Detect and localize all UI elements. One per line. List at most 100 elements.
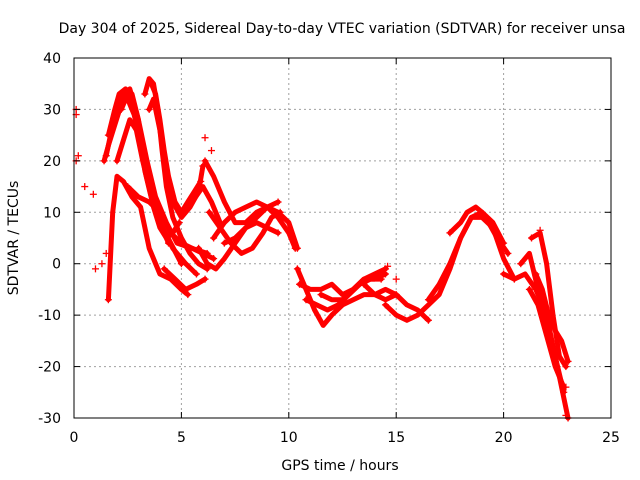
series-start-point	[446, 229, 454, 237]
data-series-trace-8	[148, 81, 204, 215]
series-end-point	[192, 270, 200, 278]
y-tick-label: -30	[38, 411, 61, 427]
series-end-point	[424, 316, 432, 324]
series-end-point	[510, 275, 518, 283]
series-start-point	[424, 296, 432, 304]
series-end-point	[500, 239, 508, 247]
series-start-point	[113, 157, 121, 165]
scatter-point	[201, 134, 209, 142]
chart-title: Day 304 of 2025, Sidereal Day-to-day VTE…	[59, 21, 626, 37]
series-end-point	[392, 291, 400, 299]
series-start-point	[293, 265, 301, 273]
scatter-point	[207, 147, 215, 155]
y-tick-label: 20	[43, 154, 61, 170]
series-end-point	[175, 219, 183, 227]
data-series-trace-24	[425, 209, 507, 303]
series-end-point	[210, 255, 218, 263]
data-series-trace-27	[518, 250, 567, 395]
x-tick-label: 20	[495, 430, 513, 446]
series-end-point	[216, 219, 224, 227]
x-tick-label: 5	[177, 430, 186, 446]
scatter-point	[74, 152, 82, 160]
series-start-point	[177, 208, 185, 216]
series-start-point	[124, 183, 132, 191]
scatter-point	[536, 226, 544, 234]
data-series-trace-12	[178, 184, 223, 226]
series-start-point	[147, 80, 155, 88]
data-series-trace-17	[221, 220, 281, 246]
data-series-trace-29	[533, 271, 571, 364]
series-end-point	[177, 260, 185, 268]
series-end-point	[274, 229, 282, 237]
series-start-point	[317, 291, 325, 299]
series-start-point	[141, 90, 149, 98]
series-end-point	[165, 239, 173, 247]
tick-marks	[73, 57, 612, 419]
y-tick-label: -10	[38, 308, 61, 324]
scatter-point	[81, 183, 89, 191]
data-series-trace-1	[105, 173, 191, 303]
y-tick-label: 40	[43, 51, 61, 67]
series-end-point	[377, 275, 385, 283]
series-start-point	[500, 270, 508, 278]
series-end-point	[276, 208, 284, 216]
x-tick-label: 25	[602, 430, 620, 446]
series-end-point	[291, 244, 299, 252]
series-end-point	[504, 249, 512, 257]
series-start-point	[102, 152, 110, 160]
x-tick-label: 15	[387, 430, 405, 446]
series-end-point	[274, 198, 282, 206]
series-start-point	[117, 105, 125, 113]
data-series-trace-6	[118, 91, 199, 277]
scatter-point	[89, 190, 97, 198]
series-start-point	[381, 301, 389, 309]
x-axis-label: GPS time / hours	[281, 458, 398, 474]
scatter-point	[392, 275, 400, 283]
series-start-point	[525, 285, 533, 293]
series-start-point	[296, 280, 304, 288]
data-layer	[72, 76, 572, 422]
data-series-trace-21	[318, 271, 388, 303]
series-start-point	[210, 234, 218, 242]
x-tick-label: 10	[280, 430, 298, 446]
series-start-point	[532, 270, 540, 278]
data-series-trace-11	[161, 266, 208, 292]
series-start-point	[195, 244, 203, 252]
series-start-point	[201, 157, 209, 165]
data-series-trace-28	[529, 230, 569, 370]
series-start-point	[517, 260, 525, 268]
plot-frame	[73, 57, 612, 419]
x-tick-label: 0	[70, 430, 79, 446]
series-end-point	[562, 363, 570, 371]
series-start-point	[360, 280, 368, 288]
data-series-trace-15	[196, 199, 281, 272]
y-tick-label: 0	[52, 257, 61, 273]
series-end-point	[203, 265, 211, 273]
series-end-point	[201, 275, 209, 283]
series-start-point	[160, 265, 168, 273]
series-start-point	[205, 208, 213, 216]
series-end-point	[560, 383, 568, 391]
series-start-point	[100, 157, 108, 165]
scatter-point	[98, 260, 106, 268]
series-end-point	[184, 291, 192, 299]
y-tick-label: 10	[43, 205, 61, 221]
series-end-point	[203, 249, 211, 257]
data-series-trace-25	[447, 204, 511, 256]
series-start-point	[104, 131, 112, 139]
y-axis-label: SDTVAR / TECUs	[6, 181, 22, 296]
scatter-point	[91, 265, 99, 273]
series-start-point	[220, 239, 228, 247]
y-tick-label: 30	[43, 102, 61, 118]
y-tick-label: -20	[38, 360, 61, 376]
series-end-point	[564, 357, 572, 365]
data-series-trace-30	[526, 286, 567, 390]
scatter-point	[102, 249, 110, 257]
data-series-trace-16	[211, 199, 298, 251]
series-start-point	[528, 234, 536, 242]
series-end-point	[199, 162, 207, 170]
series-start-point	[145, 105, 153, 113]
series-end-point	[197, 177, 205, 185]
series-start-point	[104, 296, 112, 304]
